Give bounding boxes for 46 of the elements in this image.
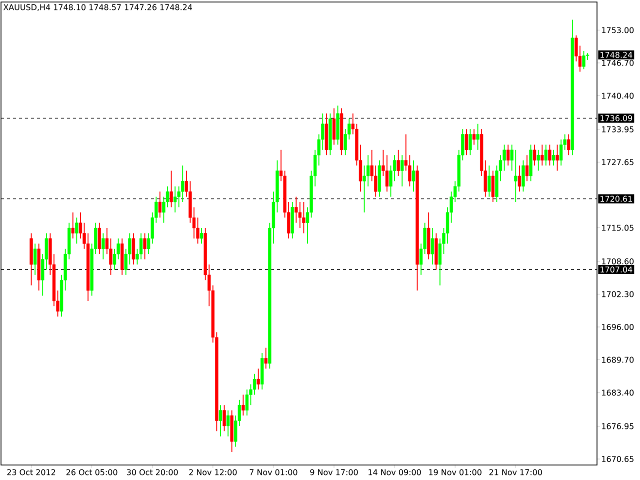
candlestick <box>71 212 74 239</box>
candlestick <box>332 108 336 146</box>
candlestick <box>218 404 222 437</box>
candlestick <box>226 410 230 437</box>
candlestick <box>158 191 162 218</box>
candlestick <box>532 144 536 166</box>
candlestick <box>222 404 226 432</box>
candlestick <box>98 222 101 255</box>
candlestick <box>173 186 177 213</box>
candlestick <box>476 123 480 150</box>
candlestick <box>102 232 105 260</box>
candlestick <box>242 394 245 416</box>
candlestick <box>491 170 495 202</box>
candlestick <box>264 347 268 370</box>
candlestick <box>544 144 548 166</box>
candlestick <box>400 154 404 187</box>
candlestick <box>464 128 468 156</box>
candlestick <box>506 144 510 166</box>
candlestick <box>245 389 249 416</box>
candlestick <box>33 243 37 276</box>
candlestick <box>256 368 260 390</box>
candlestick <box>468 128 472 156</box>
candlestick <box>396 149 400 176</box>
candlestick <box>567 134 570 156</box>
candlestick <box>552 149 556 166</box>
candlestick <box>412 160 416 192</box>
candlestick <box>200 228 204 244</box>
candlestick <box>518 165 522 192</box>
candlestick <box>143 232 146 260</box>
candlestick <box>522 160 525 192</box>
candlestick <box>488 165 491 198</box>
candlestick <box>582 50 586 70</box>
candlestick <box>430 228 434 265</box>
candlestick <box>556 144 559 172</box>
candlestick <box>302 202 306 234</box>
candlestick <box>252 373 256 396</box>
candlestick <box>548 144 552 166</box>
candlestick <box>472 128 476 146</box>
candlestick <box>536 149 540 172</box>
candlestick <box>514 149 518 202</box>
candlestick <box>525 154 529 182</box>
candlestick <box>132 232 136 265</box>
candlestick <box>540 144 544 166</box>
candlestick <box>75 217 78 244</box>
candlestick <box>366 154 370 187</box>
candlestick <box>170 170 173 208</box>
